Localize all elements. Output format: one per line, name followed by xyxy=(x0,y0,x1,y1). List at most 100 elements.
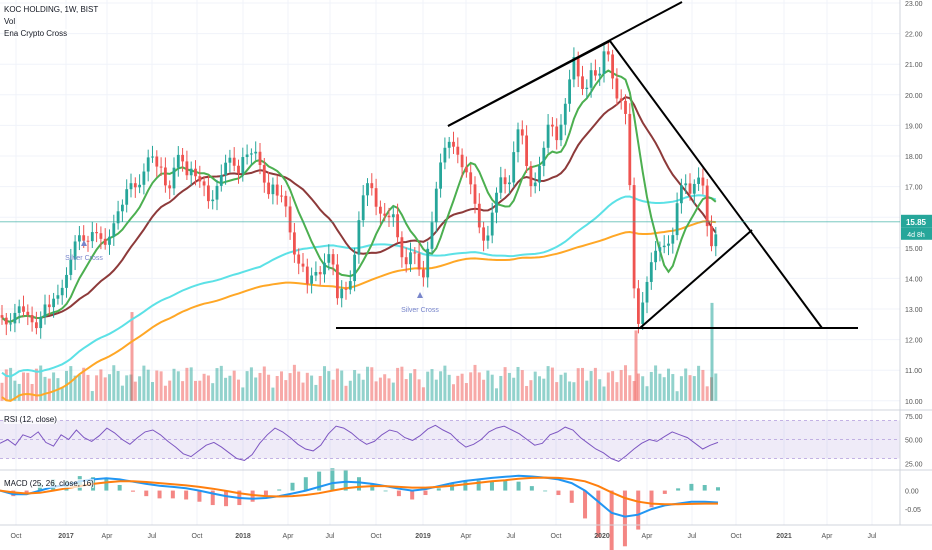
volume-bar xyxy=(353,370,357,401)
candle-body xyxy=(340,288,344,299)
candle-body xyxy=(275,184,279,196)
volume-bar xyxy=(581,367,584,401)
volume-bar xyxy=(245,371,249,401)
candle-body xyxy=(705,185,709,227)
volume-bar xyxy=(658,373,662,401)
volume-bar xyxy=(559,374,563,401)
candle-body xyxy=(563,103,567,125)
price-tick-label: 19.00 xyxy=(905,123,923,130)
time-tick-label: Apr xyxy=(642,533,654,540)
candle-body xyxy=(555,126,559,141)
candle-body xyxy=(189,168,193,176)
volume-bar xyxy=(370,367,374,401)
volume-bar xyxy=(310,375,314,401)
candle-body xyxy=(426,248,430,278)
candle-body xyxy=(314,272,318,276)
candle-body xyxy=(293,232,296,255)
volume-bar xyxy=(69,366,73,401)
macd-histogram-bar xyxy=(662,490,667,494)
candle-body xyxy=(675,203,679,236)
candle-body xyxy=(589,70,593,88)
volume-bar xyxy=(533,371,537,401)
candle-body xyxy=(0,315,4,318)
time-tick-label: 2018 xyxy=(235,533,251,540)
candle-body xyxy=(133,183,137,188)
volume-bar xyxy=(576,368,580,401)
macd-histogram-bar xyxy=(383,490,388,492)
time-tick-label: Apr xyxy=(461,533,473,540)
candle-body xyxy=(207,185,210,202)
candle-body xyxy=(56,295,60,299)
candle-body xyxy=(516,129,520,153)
candle-body xyxy=(357,220,361,255)
volume-bar xyxy=(507,372,511,401)
time-tick-label: Apr xyxy=(102,533,114,540)
candle-body xyxy=(692,183,696,194)
macd-histogram-bar xyxy=(370,483,375,491)
volume-bar xyxy=(512,377,516,401)
candle-body xyxy=(194,168,197,177)
silver-cross-label: Silver Cross xyxy=(65,255,103,262)
volume-bar xyxy=(176,371,180,401)
volume-bar xyxy=(624,365,627,401)
volume-bar xyxy=(159,371,163,401)
candle-body xyxy=(662,245,666,248)
candle-body xyxy=(533,182,537,187)
macd-histogram-bar xyxy=(423,490,428,496)
volume-bar xyxy=(288,373,292,401)
candle-body xyxy=(456,146,460,155)
volume-bar xyxy=(546,366,550,401)
volume-bar xyxy=(172,368,176,401)
candle-body xyxy=(47,304,51,308)
volume-bar xyxy=(611,371,615,401)
macd-histogram-bar xyxy=(170,490,175,499)
volume-bar xyxy=(335,368,339,401)
macd-histogram-bar xyxy=(130,490,135,492)
volume-bar xyxy=(224,377,228,401)
macd-histogram-bar xyxy=(529,486,534,491)
candle-body xyxy=(538,165,541,183)
volume-bar xyxy=(232,370,236,401)
candle-body xyxy=(121,204,124,212)
volume-bar xyxy=(237,379,240,401)
candle-body xyxy=(576,57,580,77)
volume-bar xyxy=(323,366,326,401)
candle-body xyxy=(465,167,468,173)
candle-body xyxy=(245,154,249,158)
volume-bar xyxy=(572,382,576,401)
rsi-tick-label: 75.00 xyxy=(905,414,923,421)
volume-bar xyxy=(538,376,541,401)
volume-bar xyxy=(344,385,348,401)
price-tick-label: 20.00 xyxy=(905,93,923,100)
triangle-pattern-drawing xyxy=(336,1,858,329)
candle-body xyxy=(409,252,412,265)
volume-bar xyxy=(327,371,331,401)
volume-bar xyxy=(284,380,288,401)
candle-body xyxy=(619,98,623,101)
candle-body xyxy=(103,238,107,245)
candle-body xyxy=(254,151,258,154)
candle-body xyxy=(396,214,399,238)
volume-bar xyxy=(133,381,137,401)
volume-bar xyxy=(529,380,533,401)
time-tick-label: Jul xyxy=(868,533,877,540)
macd-histogram-bar xyxy=(583,490,588,519)
rsi-tick-label: 25.00 xyxy=(905,461,923,468)
volume-bar xyxy=(82,367,86,401)
candle-body xyxy=(305,266,309,284)
candle-body xyxy=(520,129,524,136)
candle-body xyxy=(39,316,43,329)
volume-bar xyxy=(649,371,653,401)
volume-bar xyxy=(550,367,554,401)
candle-body xyxy=(280,195,283,197)
candle-body xyxy=(323,262,326,275)
volume-bar xyxy=(654,365,658,401)
macd-histogram-bar xyxy=(396,490,401,497)
rsi-pane xyxy=(0,420,900,462)
candle-body xyxy=(219,175,223,186)
time-tick-label: Jul xyxy=(148,533,157,540)
candle-body xyxy=(241,157,245,174)
volume-bar xyxy=(525,385,529,401)
volume-bar xyxy=(112,365,116,401)
candle-body xyxy=(637,288,640,324)
